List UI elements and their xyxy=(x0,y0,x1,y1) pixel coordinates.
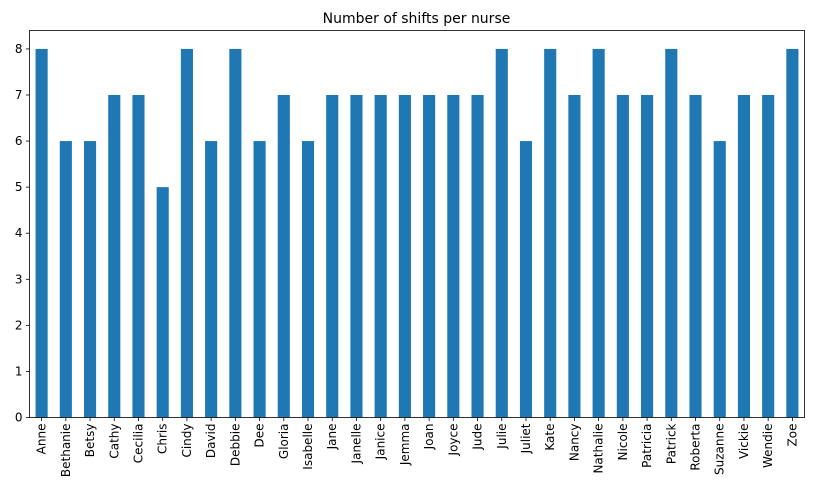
bars-group xyxy=(35,48,799,418)
bar-janelle xyxy=(350,95,363,418)
bar-cecilia xyxy=(132,95,145,418)
bar-david xyxy=(205,141,218,418)
bar-cindy xyxy=(180,48,193,418)
y-axis: 0 1 2 3 4 5 6 7 8 xyxy=(15,42,30,425)
bar-patrick xyxy=(665,48,678,418)
y-tick-label-2: 2 xyxy=(15,318,23,332)
x-tick-label-nathalie: Nathalie xyxy=(592,424,606,474)
x-tick-label-nancy: Nancy xyxy=(567,424,581,462)
x-tick-label-joan: Joan xyxy=(422,424,436,451)
bar-cathy xyxy=(108,95,121,418)
x-tick-label-vickie: Vickie xyxy=(737,424,751,460)
x-tick-label-gloria: Gloria xyxy=(277,424,291,460)
x-tick-label-jane: Jane xyxy=(325,424,339,451)
bar-julie xyxy=(495,48,508,418)
bar-joyce xyxy=(447,95,460,418)
y-tick-label-6: 6 xyxy=(15,134,23,148)
bar-suzanne xyxy=(713,141,726,418)
bar-jane xyxy=(326,95,339,418)
x-tick-label-joyce: Joyce xyxy=(446,424,460,457)
bar-patricia xyxy=(641,95,654,418)
plot-frame xyxy=(29,30,805,418)
bar-isabelle xyxy=(301,141,315,418)
x-tick-label-betsy: Betsy xyxy=(83,424,97,458)
bar-vickie xyxy=(737,95,751,418)
bar-chris xyxy=(156,187,169,418)
bar-wendie xyxy=(762,95,775,418)
bar-kate xyxy=(544,48,557,418)
bar-nancy xyxy=(568,95,581,418)
bar-debbie xyxy=(229,48,242,418)
bar-gloria xyxy=(277,95,290,418)
x-tick-label-nicole: Nicole xyxy=(616,424,630,461)
x-tick-label-cathy: Cathy xyxy=(107,424,121,459)
bar-nathalie xyxy=(592,48,605,418)
x-tick-label-janelle: Janelle xyxy=(349,424,363,465)
x-axis: Anne Bethanie Betsy Cathy Cecilia Chris Cindy D… xyxy=(35,417,799,478)
x-tick-label-juliet: Juliet xyxy=(519,423,533,454)
x-tick-label-david: David xyxy=(204,424,218,459)
x-tick-label-kate: Kate xyxy=(543,424,557,451)
y-tick-label-1: 1 xyxy=(15,364,23,378)
y-tick-label-3: 3 xyxy=(15,272,23,286)
y-tick-label-8: 8 xyxy=(15,42,23,56)
bar-anne xyxy=(35,48,48,418)
bar-bethanie xyxy=(59,141,72,418)
bar-betsy xyxy=(83,141,97,418)
x-tick-label-bethanie: Bethanie xyxy=(59,424,73,478)
bar-janice xyxy=(374,95,387,418)
bar-zoe xyxy=(786,48,799,418)
x-tick-label-jude: Jude xyxy=(471,424,485,451)
x-tick-label-janice: Janice xyxy=(374,424,388,461)
x-tick-label-jemma: Jemma xyxy=(398,424,412,467)
bar-jude xyxy=(471,95,484,418)
y-tick-label-0: 0 xyxy=(15,411,23,425)
x-tick-label-wendie: Wendie xyxy=(761,424,775,468)
chart-title: Number of shifts per nurse xyxy=(323,11,511,27)
bar-nicole xyxy=(616,95,629,418)
x-tick-label-chris: Chris xyxy=(156,424,170,455)
x-tick-label-suzanne: Suzanne xyxy=(713,424,727,475)
y-tick-label-7: 7 xyxy=(15,88,23,102)
bar-joan xyxy=(423,95,436,418)
x-tick-label-roberta: Roberta xyxy=(689,424,703,471)
x-tick-label-dee: Dee xyxy=(253,424,267,448)
y-tick-label-4: 4 xyxy=(15,226,23,240)
bar-jemma xyxy=(398,95,411,418)
x-tick-label-cindy: Cindy xyxy=(180,424,194,458)
x-tick-label-patrick: Patrick xyxy=(664,423,678,464)
bar-juliet xyxy=(519,141,533,418)
x-tick-label-cecilia: Cecilia xyxy=(131,424,145,464)
x-tick-label-patricia: Patricia xyxy=(640,424,654,468)
x-tick-label-isabelle: Isabelle xyxy=(301,424,315,470)
x-tick-label-julie: Julie xyxy=(495,424,509,450)
bar-dee xyxy=(253,141,266,418)
bar-roberta xyxy=(689,95,702,418)
y-tick-label-5: 5 xyxy=(15,180,23,194)
x-tick-label-zoe: Zoe xyxy=(785,424,799,447)
x-tick-label-debbie: Debbie xyxy=(228,424,242,467)
x-tick-label-anne: Anne xyxy=(35,424,49,455)
